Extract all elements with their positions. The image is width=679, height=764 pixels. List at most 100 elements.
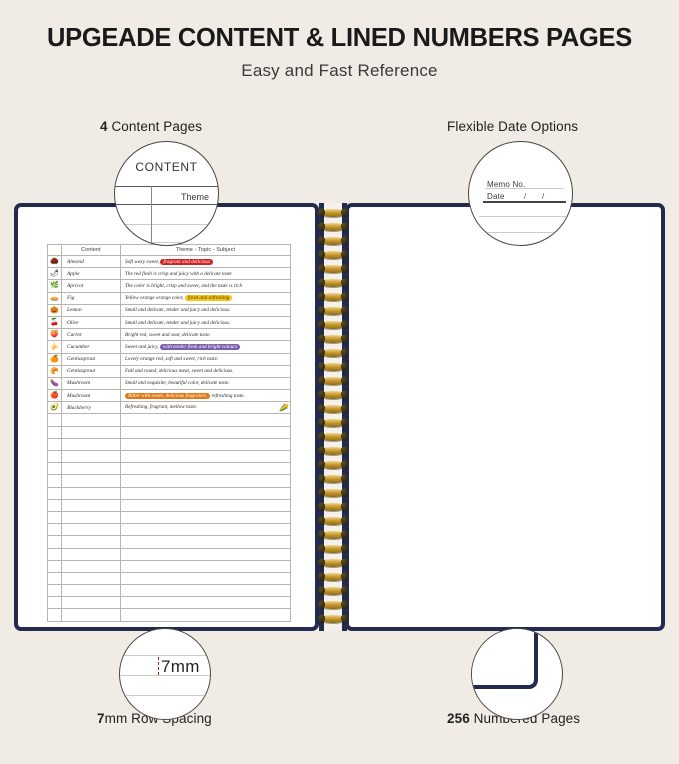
table-row-empty[interactable] bbox=[47, 608, 291, 622]
table-row[interactable]: 🍒 Olive Small and delicate, tender and jui… bbox=[47, 315, 291, 330]
table-row-empty[interactable] bbox=[47, 523, 291, 537]
gentiasprout-icon: 🍊 bbox=[47, 352, 62, 366]
empty-theme-cell bbox=[120, 413, 291, 427]
spiral-coil bbox=[318, 614, 348, 623]
table-row[interactable]: 🍎 Mushroom Bitter with sweet, delicious fr… bbox=[47, 389, 291, 403]
empty-icon-cell bbox=[47, 449, 62, 464]
empty-name-cell bbox=[61, 498, 121, 512]
page-subtitle: Easy and Fast Reference bbox=[241, 61, 438, 80]
row-content-name: Fig bbox=[61, 291, 121, 305]
empty-icon-cell bbox=[47, 510, 62, 525]
spiral-coil bbox=[318, 222, 348, 231]
spiral-coil bbox=[318, 348, 348, 357]
table-header-row: Content Theme - Topic - Subject bbox=[47, 244, 291, 256]
table-row[interactable]: 🥧 Fig Yellow orange orange color, fresh an… bbox=[47, 291, 291, 305]
empty-name-cell bbox=[61, 474, 121, 488]
table-row-empty[interactable] bbox=[47, 571, 291, 586]
table-row-empty[interactable] bbox=[47, 547, 291, 561]
table-row[interactable]: 🍆 Mushroom Small and exquisite, beautiful … bbox=[47, 376, 291, 391]
empty-theme-cell bbox=[120, 498, 291, 512]
table-row-empty[interactable] bbox=[47, 413, 291, 427]
empty-name-cell bbox=[61, 596, 121, 610]
end-marker-icon: 🌽 bbox=[279, 403, 288, 412]
row-content-name: Blackberry bbox=[61, 401, 121, 415]
empty-theme-cell bbox=[120, 462, 291, 476]
row-theme-text: Small and exquisite, beautiful color, de… bbox=[120, 376, 291, 391]
content-pages-text: Content Pages bbox=[107, 119, 203, 134]
table-row-empty[interactable] bbox=[47, 510, 291, 525]
table-row-empty[interactable] bbox=[47, 449, 291, 464]
empty-icon-cell bbox=[47, 474, 62, 488]
spiral-coil bbox=[318, 320, 348, 329]
table-row-empty[interactable] bbox=[47, 584, 291, 598]
row-theme-text: The color is bright, crisp and sweet, an… bbox=[120, 279, 291, 293]
spiral-coil bbox=[318, 544, 348, 553]
row-content-name: Apricot bbox=[61, 279, 121, 293]
empty-theme-cell bbox=[120, 559, 291, 573]
spiral-coil bbox=[318, 362, 348, 371]
gentiasprout2-icon: 🥐 bbox=[47, 364, 62, 378]
callout-label-content-pages: 4 Content Pages bbox=[100, 119, 202, 134]
row-theme-text: Refreshing, fragrant, mellow taste. 🌽 bbox=[120, 401, 291, 415]
empty-icon-cell bbox=[47, 437, 62, 452]
spiral-coil bbox=[318, 264, 348, 273]
table-row-empty[interactable] bbox=[47, 486, 291, 500]
table-row-empty[interactable] bbox=[47, 462, 291, 476]
row-content-name: Carrot bbox=[61, 328, 121, 342]
spiral-coil bbox=[318, 516, 348, 525]
blackberry-icon: 🥑 bbox=[47, 401, 62, 415]
empty-icon-cell bbox=[47, 547, 62, 561]
empty-icon-cell bbox=[47, 584, 62, 598]
apricot-icon: 🌿 bbox=[47, 279, 62, 293]
empty-theme-cell bbox=[120, 449, 291, 464]
table-row[interactable]: 🌿 Apricot The color is bright, crisp and s… bbox=[47, 279, 291, 293]
highlighted-text: with tender flesh and bright colours bbox=[159, 343, 241, 350]
table-row-empty[interactable] bbox=[47, 425, 291, 439]
magnified-memo-label: Memo No. bbox=[487, 180, 526, 189]
row-theme-text: Bright red, sweet and sour, delicate tas… bbox=[120, 328, 291, 342]
magnified-content-title: CONTENT bbox=[135, 160, 198, 174]
table-row-empty[interactable] bbox=[47, 596, 291, 610]
spiral-coil bbox=[318, 474, 348, 483]
spiral-coil bbox=[318, 432, 348, 441]
magnified-row-spacing-value: 7mm bbox=[161, 657, 200, 676]
magnifier-page-number: -1- bbox=[471, 628, 563, 720]
table-row[interactable]: 🍌 Cucumber Sweet and juicy, with tender fl… bbox=[47, 340, 291, 354]
table-row-empty[interactable] bbox=[47, 535, 291, 549]
olive-icon: 🍒 bbox=[47, 315, 62, 330]
empty-theme-cell bbox=[120, 608, 291, 622]
spiral-coil bbox=[318, 586, 348, 595]
empty-theme-cell bbox=[120, 523, 291, 537]
table-row-empty[interactable] bbox=[47, 559, 291, 573]
empty-name-cell bbox=[61, 449, 121, 464]
empty-theme-cell bbox=[120, 437, 291, 452]
table-row[interactable]: 🍊 Gentiasprout Lovely orange red, soft and… bbox=[47, 352, 291, 366]
table-row[interactable]: 🥑 Blackberry Refreshing, fragrant, mellow … bbox=[47, 401, 291, 415]
table-row[interactable]: 🍑 Carrot Bright red, sweet and sour, delic… bbox=[47, 328, 291, 342]
empty-theme-cell bbox=[120, 596, 291, 610]
empty-theme-cell bbox=[120, 535, 291, 549]
empty-theme-cell bbox=[120, 584, 291, 598]
spiral-coil bbox=[318, 502, 348, 511]
mushroom2-icon: 🍎 bbox=[47, 389, 62, 403]
table-row[interactable]: 🌶 Apple The red flesh is crisp and juicy w… bbox=[47, 267, 291, 281]
magnifier-content-header: CONTENT Theme bbox=[114, 141, 219, 246]
row-content-name: Almond bbox=[61, 254, 121, 269]
empty-icon-cell bbox=[47, 413, 62, 427]
cucumber-icon: 🍌 bbox=[47, 340, 62, 354]
table-row-empty[interactable] bbox=[47, 498, 291, 512]
table-row[interactable]: 🎃 Lemon Small and delicate, tender and jui… bbox=[47, 303, 291, 317]
highlighted-text: fragrant and delicious bbox=[160, 258, 213, 265]
magnified-date-slash-2: / bbox=[542, 192, 545, 201]
magnifier-date-header: Memo No. Date / / bbox=[468, 141, 573, 246]
empty-icon-cell bbox=[47, 523, 62, 537]
table-row[interactable]: 🌰 Almond Soft waxy sweet, fragrant and del… bbox=[47, 254, 291, 269]
empty-name-cell bbox=[61, 535, 121, 549]
spiral-coil bbox=[318, 404, 348, 413]
empty-theme-cell bbox=[120, 474, 291, 488]
row-theme-text: Sweet and juicy, with tender flesh and b… bbox=[120, 340, 291, 354]
table-row-empty[interactable] bbox=[47, 437, 291, 452]
spiral-coil bbox=[318, 600, 348, 609]
table-row-empty[interactable] bbox=[47, 474, 291, 488]
table-row[interactable]: 🥐 Gentiasprout Full and round, delicious m… bbox=[47, 364, 291, 378]
